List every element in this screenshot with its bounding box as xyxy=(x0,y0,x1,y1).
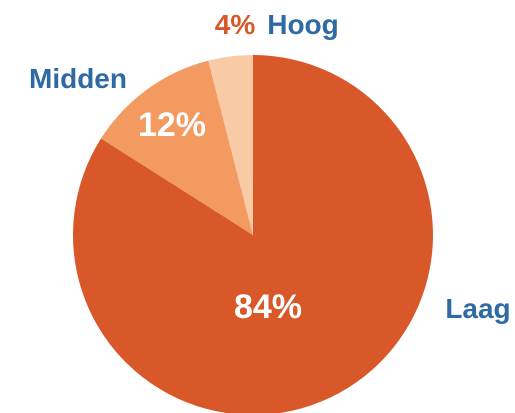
pie-slice-hoog xyxy=(208,55,253,235)
category-label-midden: Midden xyxy=(29,63,127,94)
pie-slice-midden xyxy=(101,60,254,235)
data-label-hoog: 4% xyxy=(215,9,256,40)
data-label-laag: 84% xyxy=(234,288,302,326)
pie-slice-laag xyxy=(73,55,433,413)
data-label-midden: 12% xyxy=(138,106,206,144)
category-label-laag: Laag xyxy=(445,293,510,324)
category-label-hoog: Hoog xyxy=(267,9,339,40)
